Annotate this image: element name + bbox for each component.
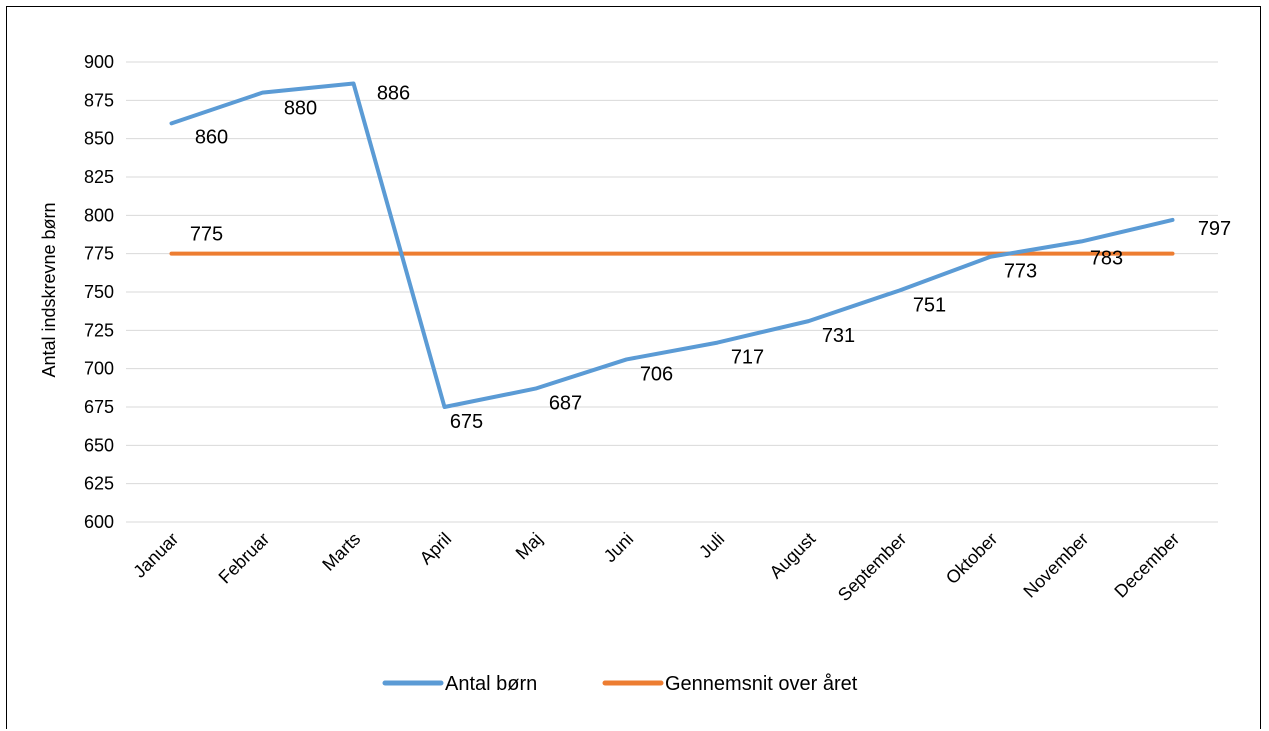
x-tick-label: Februar [215, 529, 274, 588]
chart-frame [6, 6, 1261, 729]
y-tick-label: 800 [84, 205, 114, 225]
data-label: 886 [377, 82, 410, 104]
gridlines [126, 61, 1218, 523]
x-tick-label: August [766, 529, 820, 583]
y-tick-label: 600 [84, 512, 114, 532]
x-tick-label: Juni [600, 529, 637, 566]
data-label: 797 [1198, 218, 1231, 240]
series-line-antal-boern [169, 81, 1175, 409]
data-label: 675 [450, 411, 483, 433]
x-tick-label: Marts [318, 529, 364, 575]
y-tick-label: 775 [84, 244, 114, 264]
y-tick-label: 850 [84, 129, 114, 149]
data-label: 687 [549, 393, 582, 415]
x-tick-label: Juli [695, 529, 728, 562]
legend-item: Antal børn [382, 673, 537, 695]
data-label-average: 775 [190, 224, 223, 246]
y-tick-label: 700 [84, 359, 114, 379]
series-lines [169, 81, 1175, 409]
data-label: 731 [822, 325, 855, 347]
x-tick-label: Januar [129, 529, 182, 582]
x-tick-label: Maj [512, 529, 547, 564]
y-tick-label: 875 [84, 90, 114, 110]
y-tick-label: 750 [84, 282, 114, 302]
legend-item: Gennemsnit over året [602, 673, 858, 695]
data-label: 783 [1090, 247, 1123, 269]
x-tick-label: December [1110, 529, 1183, 602]
data-label: 706 [640, 363, 673, 385]
y-tick-label: 650 [84, 435, 114, 455]
y-tick-label: 725 [84, 320, 114, 340]
data-label: 717 [731, 347, 764, 369]
y-tick-label: 675 [84, 397, 114, 417]
y-tick-label: 900 [84, 52, 114, 72]
x-axis-ticks: Januar Februar Marts April Maj Juni Juli August… [129, 529, 1183, 605]
x-tick-label: Oktober [942, 529, 1001, 588]
data-label: 751 [913, 294, 946, 316]
y-axis-ticks: 600 625 650 675 700 725 750 775 800 825 850 875 900 [84, 52, 114, 532]
y-axis-label: Antal indskrevne børn [39, 202, 59, 377]
x-tick-label: September [834, 529, 910, 605]
data-labels: 860 880 886 675 687 706 717 731 751 773 783 797 775 [190, 82, 1231, 433]
legend-label: Antal børn [445, 673, 537, 695]
x-tick-label: November [1019, 529, 1092, 602]
y-tick-label: 625 [84, 474, 114, 494]
legend-label: Gennemsnit over året [665, 673, 858, 695]
x-tick-label: April [416, 529, 456, 569]
y-tick-label: 825 [84, 167, 114, 187]
legend: Antal børn Gennemsnit over året [382, 673, 858, 695]
data-label: 773 [1004, 261, 1037, 283]
data-label: 860 [195, 126, 228, 148]
data-label: 880 [284, 98, 317, 120]
